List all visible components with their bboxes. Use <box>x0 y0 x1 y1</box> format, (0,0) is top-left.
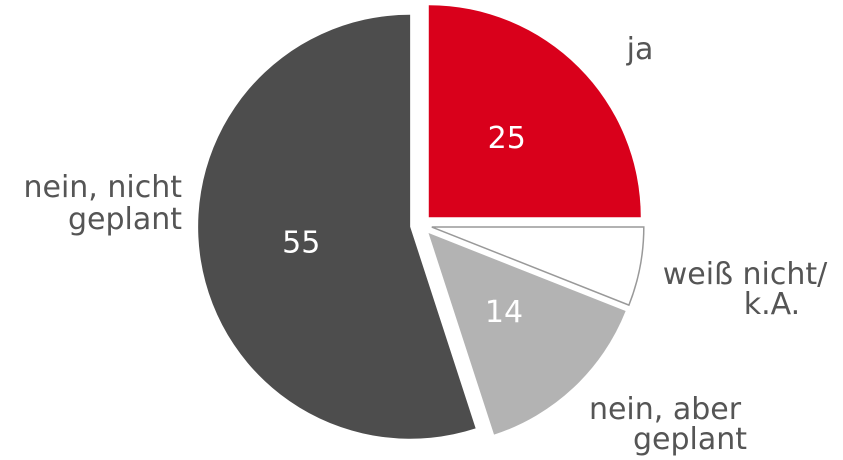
value-label: 55 <box>282 225 320 260</box>
pie-slice <box>428 233 626 435</box>
category-label-line: ja <box>626 32 654 67</box>
category-label-line: weiß nicht/ <box>663 257 828 292</box>
category-label-line: k.A. <box>744 287 800 322</box>
pie-slice <box>198 14 476 439</box>
pie-slice <box>431 226 645 307</box>
category-label: weiß nicht/k.A. <box>663 257 828 322</box>
category-label-line: nein, aber <box>589 392 742 427</box>
pie-slice <box>428 5 641 218</box>
category-label: ja <box>626 32 654 67</box>
category-label-line: nein, nicht <box>23 170 182 205</box>
category-label: nein, aber geplant <box>589 392 747 457</box>
value-label: 25 <box>488 121 526 156</box>
value-label: 14 <box>485 295 523 330</box>
category-label-line: geplant <box>633 422 747 457</box>
category-label-line: geplant <box>68 202 182 237</box>
category-label: nein, nicht geplant <box>23 170 182 237</box>
